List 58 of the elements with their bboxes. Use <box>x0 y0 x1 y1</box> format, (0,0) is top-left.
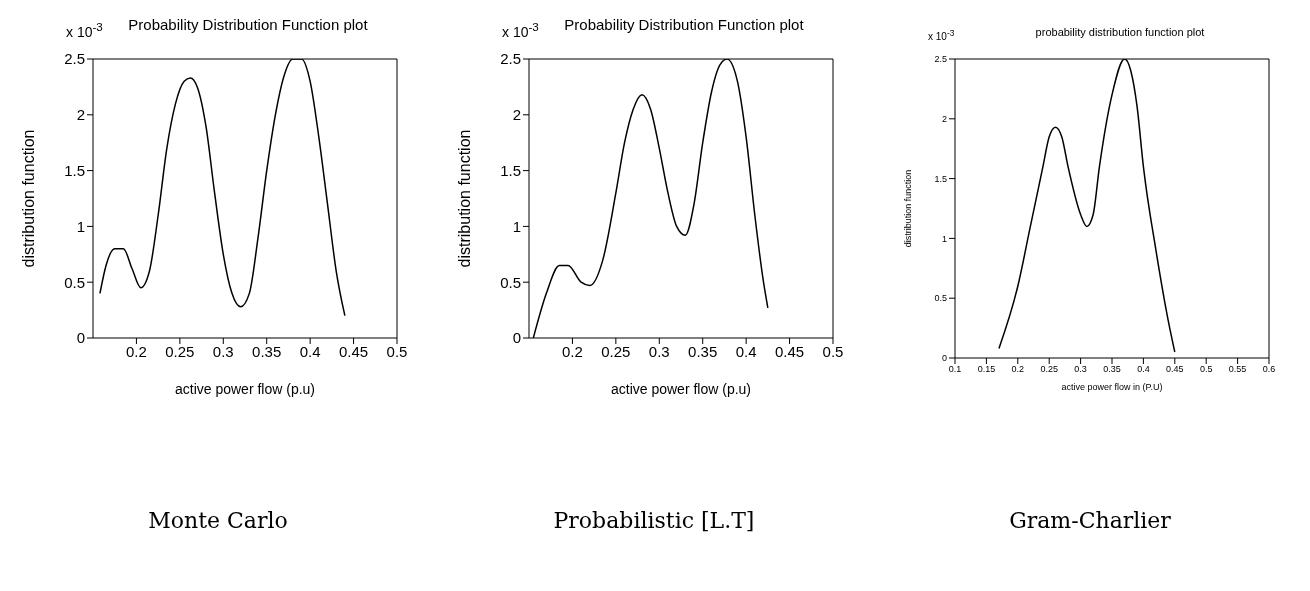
x-axis-title: active power flow (p.u) <box>610 381 752 397</box>
y-axis-title: distribution function <box>903 169 914 248</box>
x-tick-label: 0.2 <box>1011 364 1025 375</box>
x-tick-label: 0.35 <box>688 342 718 360</box>
x-tick-label: 0.25 <box>165 342 195 360</box>
y-tick-label: 1.5 <box>934 173 947 184</box>
y-tick-label: 0.5 <box>500 273 521 291</box>
text: Gram-Charlier <box>1008 508 1172 533</box>
chart-title: Probability Distribution Function plot <box>564 16 804 33</box>
x-axis-title: active power flow (p.u) <box>174 381 316 397</box>
x-tick-label: 0.45 <box>338 342 369 360</box>
x-tick-label: 0.4 <box>299 342 321 360</box>
y-tick-label: 1.5 <box>64 161 85 179</box>
x-tick-label: 0.3 <box>1074 364 1087 375</box>
y-tick-label: 2 <box>512 106 521 124</box>
y-tick-label: 0.5 <box>64 273 85 291</box>
x-tick-label: 0.6 <box>1262 364 1276 375</box>
x-tick-label: 0.2 <box>562 342 583 360</box>
y-axis-title: distribution function <box>455 129 473 268</box>
x-tick-label: 0.35 <box>252 342 282 360</box>
y-tick-label: 1 <box>512 217 521 235</box>
y-tick-label: 2 <box>76 106 85 124</box>
y-tick-label: 1.5 <box>500 161 521 179</box>
y-tick-label: 2.5 <box>934 54 947 65</box>
x-tick-label: 0.15 <box>977 364 996 375</box>
x-tick-label: 0.5 <box>386 342 408 360</box>
y-tick-label: 2.5 <box>500 50 521 68</box>
x-tick-label: 0.55 <box>1228 364 1247 375</box>
text: x 10$^{-3}$ <box>66 20 103 40</box>
text: x 10$^{-3}$ <box>502 20 539 40</box>
x-tick-label: 0.3 <box>648 342 670 360</box>
y-tick-label: 2.5 <box>64 50 85 68</box>
x-tick-label: 0.35 <box>1103 364 1121 375</box>
x-tick-label: 0.25 <box>1040 364 1058 375</box>
x-tick-label: 0.3 <box>212 342 234 360</box>
y-tick-label: 0 <box>76 329 85 347</box>
y-axis-title: distribution function <box>19 129 37 268</box>
y-tick-label: 2 <box>941 114 947 124</box>
x-axis-title: active power flow in (P.U) <box>1061 382 1163 392</box>
x-tick-label: 0.5 <box>822 342 844 360</box>
chart-title: Probability Distribution Function plot <box>128 16 368 33</box>
x-tick-label: 0.1 <box>948 364 962 375</box>
text: Probabilistic [L.T] <box>552 508 756 533</box>
y-tick-label: 1 <box>76 217 85 235</box>
y-tick-label: 0 <box>512 329 521 347</box>
text: x 10$^{-3}$ <box>928 28 955 43</box>
x-tick-label: 0.25 <box>601 342 631 360</box>
x-tick-label: 0.5 <box>1199 364 1213 375</box>
y-tick-label: 0.5 <box>934 293 947 304</box>
y-tick-label: 1 <box>941 233 947 244</box>
x-tick-label: 0.4 <box>1137 364 1150 375</box>
x-tick-label: 0.45 <box>1166 364 1184 375</box>
text: Monte Carlo <box>147 508 289 533</box>
y-tick-label: 0 <box>941 353 947 364</box>
chart-title: probability distribution function plot <box>1035 26 1205 38</box>
x-tick-label: 0.4 <box>735 342 757 360</box>
x-tick-label: 0.2 <box>126 342 147 360</box>
x-tick-label: 0.45 <box>774 342 805 360</box>
